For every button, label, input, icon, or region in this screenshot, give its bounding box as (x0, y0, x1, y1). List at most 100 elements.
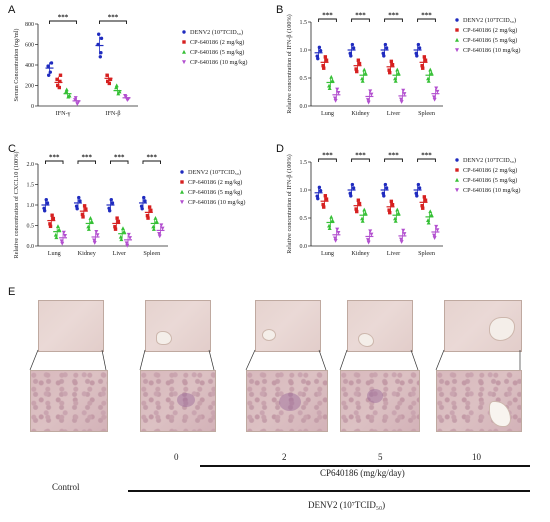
data-point (126, 232, 131, 237)
x-tick-label: Lung (48, 250, 61, 257)
data-point (119, 237, 124, 242)
y-tick-label: 600 (25, 43, 34, 49)
legend-marker (180, 200, 184, 205)
data-point (330, 78, 335, 83)
x-tick-label: IFN-β (105, 110, 120, 117)
treatment-label: CP640186 (mg/kg/day) (320, 468, 405, 478)
data-point (435, 228, 440, 232)
panel-letter-d: D (276, 143, 284, 155)
data-point (402, 92, 407, 96)
dose-label-10: 10 (472, 452, 481, 462)
data-point (330, 218, 335, 223)
data-point (355, 69, 359, 74)
data-point (147, 205, 152, 209)
data-point (75, 206, 79, 211)
legend-label: DENV2 (10⁷TCID₅₀) (190, 29, 243, 36)
significance-mark: *** (49, 154, 60, 162)
legend-marker (180, 189, 184, 194)
vessel-shape (358, 333, 374, 347)
data-point (64, 87, 69, 92)
significance-mark: *** (388, 152, 399, 160)
significance-mark: *** (114, 154, 125, 162)
legend-marker (455, 177, 459, 182)
data-point (149, 208, 153, 213)
y-tick-label: 1.0 (300, 48, 308, 54)
legend-label: CP-640186 (2 mg/kg) (463, 167, 517, 174)
vessel-shape (262, 329, 276, 341)
data-point (159, 223, 164, 228)
data-point (349, 54, 353, 58)
inflammatory-focus (177, 393, 195, 407)
significance-bracket (384, 158, 403, 162)
histology-bottom-image-dose-10 (436, 370, 522, 432)
data-point (354, 67, 358, 71)
data-point (324, 58, 329, 62)
significance-bracket (77, 160, 96, 164)
significance-mark: *** (388, 12, 399, 20)
x-tick-label: Kidney (351, 250, 370, 257)
y-tick-label: 0.5 (300, 76, 308, 82)
significance-bracket (49, 20, 77, 24)
data-point (122, 229, 127, 234)
legend-marker (180, 170, 184, 174)
data-point (82, 204, 87, 208)
legend-marker (182, 40, 186, 44)
data-point (56, 83, 60, 88)
y-tick-label: 1.0 (27, 203, 35, 209)
data-point (48, 222, 52, 226)
y-axis-label: Relative concentration of IFN-β (100%) (286, 154, 293, 253)
legend-marker (455, 158, 459, 162)
significance-bracket (318, 18, 337, 22)
panel-letter-a: A (8, 4, 16, 16)
data-point (382, 194, 386, 198)
data-point (360, 78, 365, 83)
y-tick-label: 0.0 (300, 244, 308, 250)
data-point (434, 224, 439, 229)
data-point (113, 227, 118, 231)
data-point (351, 46, 356, 50)
data-point (316, 56, 320, 61)
legend-label: CP-640186 (2 mg/kg) (190, 39, 244, 46)
x-tick-label: Lung (321, 250, 334, 257)
data-point (336, 91, 341, 95)
data-point (362, 207, 367, 212)
data-point (415, 54, 419, 58)
data-point (432, 236, 437, 240)
significance-bracket (351, 158, 370, 162)
y-axis-label: Relative concentration of CXCL10 (100%) (13, 152, 20, 259)
data-point (58, 79, 62, 84)
data-point (321, 63, 325, 68)
data-point (106, 79, 110, 84)
data-point (84, 207, 88, 211)
data-point (417, 46, 422, 50)
legend-marker (455, 188, 459, 193)
data-point (318, 49, 323, 53)
data-point (120, 226, 125, 231)
data-point (327, 226, 332, 231)
data-point (123, 95, 128, 99)
data-point (153, 216, 158, 220)
data-point (369, 92, 374, 97)
panel-letter-c: C (8, 143, 16, 155)
data-point (322, 205, 326, 209)
significance-mark: *** (58, 14, 69, 22)
data-point (322, 66, 326, 70)
legend-label: CP-640186 (5 mg/kg) (188, 189, 242, 196)
legend-label: CP-640186 (2 mg/kg) (188, 179, 242, 186)
histology-top-image-dose-10 (444, 300, 522, 352)
data-point (80, 212, 85, 217)
significance-mark: *** (355, 152, 366, 160)
data-point (356, 58, 361, 62)
legend-marker (182, 60, 186, 65)
data-point (108, 77, 113, 82)
data-point (51, 216, 56, 221)
data-point (160, 226, 165, 231)
dose-label-5: 5 (378, 452, 383, 462)
data-point (99, 51, 103, 55)
significance-mark: *** (355, 12, 366, 20)
control-label: Control (52, 482, 80, 492)
data-point (428, 67, 433, 72)
data-point (360, 218, 365, 223)
data-point (401, 228, 406, 233)
data-point (333, 238, 338, 243)
